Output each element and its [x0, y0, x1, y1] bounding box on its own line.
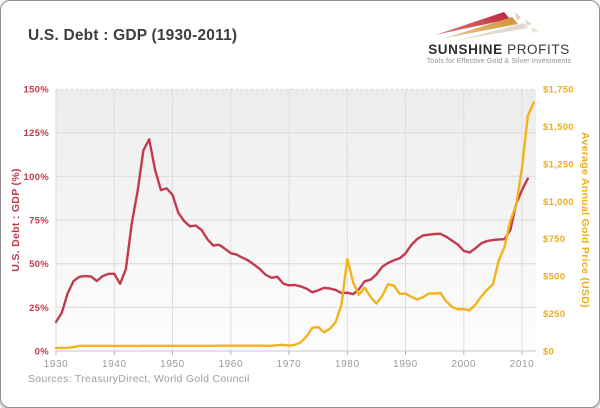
logo-echo-mark: [525, 19, 532, 26]
left-tick-label: 0%: [35, 347, 50, 358]
page-title: U.S. Debt : GDP (1930-2011): [28, 27, 238, 44]
x-tick-label: 1970: [277, 359, 302, 370]
right-tick-label: $1,750: [543, 85, 574, 96]
logo-wordmark-sunshine: SUNSHINE: [428, 42, 503, 57]
logo-pale-ray: [459, 23, 528, 40]
x-tick-label: 2000: [451, 359, 476, 370]
debt-gdp-line: [54, 138, 529, 324]
right-tick-label: $1,250: [543, 159, 574, 170]
x-tick-label: 1980: [335, 359, 360, 370]
x-tick-label: 1990: [393, 359, 418, 370]
logo-wordmark-profits: PROFITS: [502, 42, 570, 57]
logo-rays-icon: [435, 12, 539, 40]
x-tick-label: 1950: [160, 359, 185, 370]
left-tick-label: 100%: [24, 172, 50, 183]
gold-price-line: [54, 101, 535, 350]
x-tick-label: 1940: [102, 359, 127, 370]
logo-wordmark: SUNSHINE PROFITS: [428, 42, 570, 57]
left-axis-title: U.S. Debt : GDP (%): [10, 168, 22, 272]
x-tick-label: 1960: [218, 359, 243, 370]
left-tick-label: 125%: [24, 128, 50, 139]
sunshine-profits-logo: SUNSHINE PROFITS Tools for Effective Gol…: [419, 9, 579, 65]
left-tick-label: 75%: [29, 216, 49, 227]
right-tick-label: $250: [543, 309, 565, 320]
logo-tagline: Tools for Effective Gold & Silver Invest…: [426, 58, 572, 65]
left-tick-label: 50%: [29, 259, 49, 270]
right-tick-label: $500: [543, 272, 565, 283]
right-tick-label: $0: [543, 347, 554, 358]
right-tick-label: $1,000: [543, 197, 574, 208]
right-axis-title: Average Annual Gold Price (USD): [579, 132, 591, 308]
logo-red-ray: [435, 12, 510, 35]
right-tick-label: $1,500: [543, 122, 574, 133]
x-tick-label: 2010: [510, 359, 535, 370]
sources-note: Sources: TreasuryDirect, World Gold Coun…: [28, 373, 250, 385]
logo-echo-mark: [531, 27, 539, 33]
logo-echo-mark: [515, 12, 521, 20]
right-tick-label: $750: [543, 234, 565, 245]
x-tick-label: 1930: [44, 359, 69, 370]
left-tick-label: 150%: [24, 85, 50, 96]
left-tick-label: 25%: [29, 303, 49, 314]
logo-gold-ray: [445, 17, 518, 38]
